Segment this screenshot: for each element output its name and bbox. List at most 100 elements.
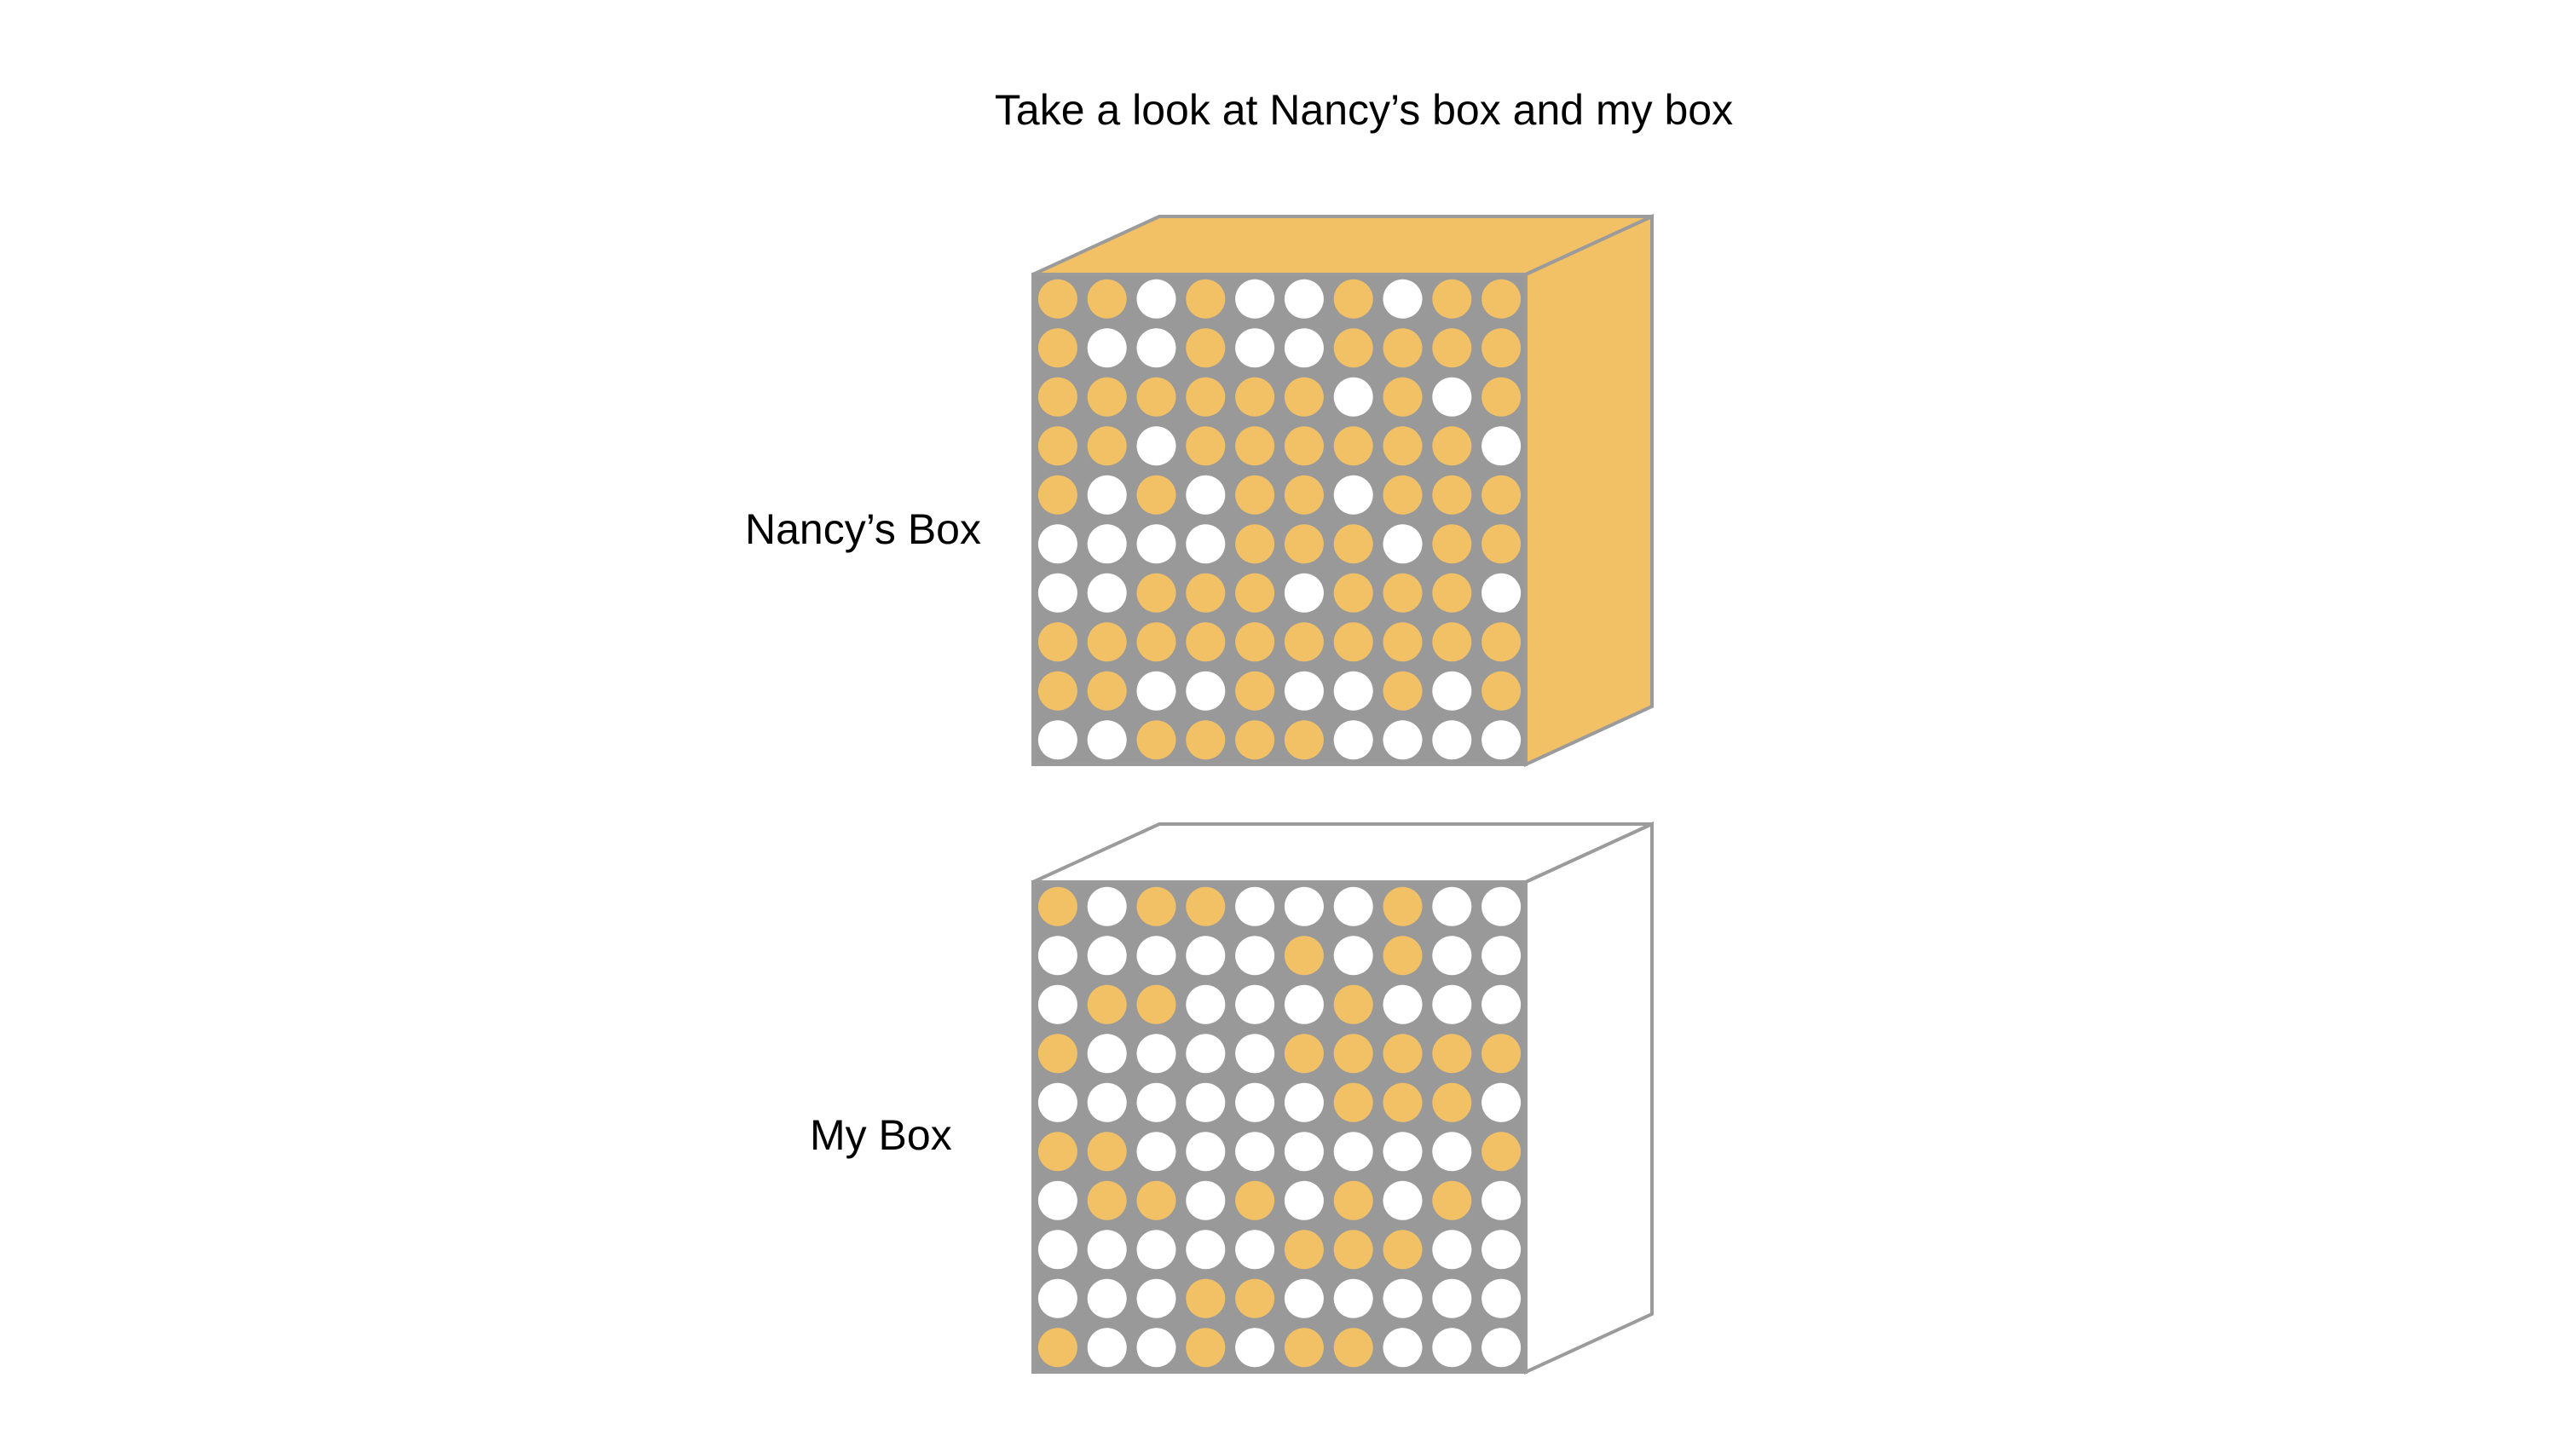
white-dot — [1136, 936, 1176, 976]
white-dot — [1186, 984, 1226, 1024]
gold-dot — [1037, 671, 1077, 711]
gold-dot — [1037, 377, 1077, 417]
gold-dot — [1383, 573, 1423, 613]
white-dot — [1136, 279, 1176, 319]
gold-dot — [1383, 426, 1423, 466]
gold-dot — [1383, 1034, 1423, 1074]
white-dot — [1186, 936, 1226, 976]
gold-dot — [1136, 573, 1176, 613]
gold-dot — [1383, 671, 1423, 711]
white-dot — [1087, 886, 1127, 926]
gold-dot — [1432, 475, 1472, 515]
gold-dot — [1186, 720, 1226, 760]
white-dot — [1284, 984, 1324, 1024]
my-box-label: My Box — [810, 1111, 952, 1159]
gold-dot — [1333, 279, 1373, 319]
white-dot — [1186, 1132, 1226, 1172]
gold-dot — [1186, 1328, 1226, 1368]
gold-dot — [1186, 377, 1226, 417]
white-dot — [1333, 671, 1373, 711]
gold-dot — [1432, 1082, 1472, 1122]
gold-dot — [1186, 886, 1226, 926]
gold-dot — [1087, 671, 1127, 711]
white-dot — [1284, 279, 1324, 319]
gold-dot — [1383, 936, 1423, 976]
gold-dot — [1333, 984, 1373, 1024]
gold-dot — [1235, 1180, 1275, 1220]
white-dot — [1383, 1132, 1423, 1172]
white-dot — [1333, 1278, 1373, 1318]
gold-dot — [1186, 1278, 1226, 1318]
white-dot — [1481, 1328, 1522, 1368]
gold-dot — [1333, 1180, 1373, 1220]
white-dot — [1432, 1328, 1472, 1368]
gold-dot — [1383, 377, 1423, 417]
gold-dot — [1136, 622, 1176, 662]
white-dot — [1186, 1034, 1226, 1074]
gold-dot — [1037, 328, 1077, 368]
gold-dot — [1186, 426, 1226, 466]
gold-dot — [1383, 475, 1423, 515]
gold-dot — [1235, 720, 1275, 760]
white-dot — [1432, 1278, 1472, 1318]
white-dot — [1235, 984, 1275, 1024]
gold-dot — [1284, 936, 1324, 976]
gold-dot — [1136, 475, 1176, 515]
white-dot — [1087, 1082, 1127, 1122]
white-dot — [1432, 886, 1472, 926]
white-dot — [1432, 720, 1472, 760]
gold-dot — [1284, 426, 1324, 466]
white-dot — [1432, 377, 1472, 417]
gold-dot — [1333, 328, 1373, 368]
gold-dot — [1333, 1328, 1373, 1368]
white-dot — [1333, 720, 1373, 760]
white-dot — [1284, 1278, 1324, 1318]
white-dot — [1037, 524, 1077, 564]
gold-dot — [1087, 377, 1127, 417]
gold-dot — [1333, 622, 1373, 662]
gold-dot — [1235, 573, 1275, 613]
white-dot — [1037, 1180, 1077, 1220]
gold-dot — [1235, 671, 1275, 711]
white-dot — [1284, 671, 1324, 711]
gold-dot — [1037, 1328, 1077, 1368]
white-dot — [1383, 1328, 1423, 1368]
white-dot — [1284, 1082, 1324, 1122]
white-dot — [1481, 1180, 1522, 1220]
white-dot — [1087, 1230, 1127, 1270]
white-dot — [1136, 1034, 1176, 1074]
white-dot — [1087, 936, 1127, 976]
gold-dot — [1481, 475, 1522, 515]
page-title: Take a look at Nancy’s box and my box — [994, 86, 1734, 134]
gold-dot — [1136, 377, 1176, 417]
white-dot — [1333, 886, 1373, 926]
white-dot — [1383, 720, 1423, 760]
white-dot — [1481, 1278, 1522, 1318]
gold-dot — [1432, 622, 1472, 662]
gold-dot — [1333, 573, 1373, 613]
gold-dot — [1136, 984, 1176, 1024]
gold-dot — [1087, 426, 1127, 466]
gold-dot — [1235, 475, 1275, 515]
white-dot — [1087, 475, 1127, 515]
white-dot — [1186, 524, 1226, 564]
gold-dot — [1235, 524, 1275, 564]
gold-dot — [1432, 1180, 1472, 1220]
white-dot — [1087, 1034, 1127, 1074]
box-side-face — [1524, 821, 1654, 1375]
gold-dot — [1333, 524, 1373, 564]
gold-dot — [1136, 720, 1176, 760]
gold-dot — [1284, 1230, 1324, 1270]
gold-dot — [1235, 426, 1275, 466]
gold-dot — [1284, 622, 1324, 662]
gold-dot — [1037, 622, 1077, 662]
white-dot — [1235, 328, 1275, 368]
white-dot — [1037, 1278, 1077, 1318]
gold-dot — [1333, 1034, 1373, 1074]
gold-dot — [1481, 279, 1522, 319]
gold-dot — [1333, 1082, 1373, 1122]
gold-dot — [1235, 1278, 1275, 1318]
white-dot — [1235, 886, 1275, 926]
white-dot — [1481, 426, 1522, 466]
white-dot — [1235, 1082, 1275, 1122]
